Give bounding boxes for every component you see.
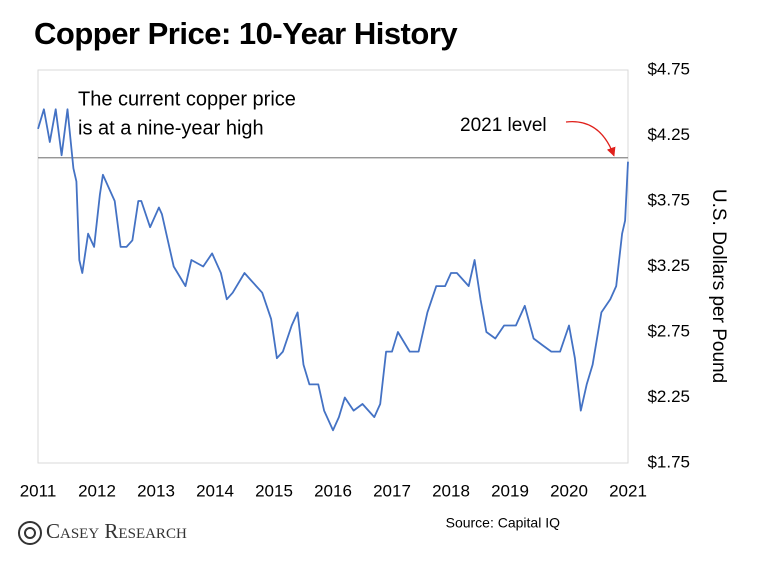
y-tick-label: $3.75: [647, 190, 690, 209]
x-tick-label: 2016: [314, 481, 352, 500]
x-tick-label: 2018: [432, 481, 470, 500]
x-tick-label: 2017: [373, 481, 411, 500]
y-tick-label: $2.25: [647, 387, 690, 406]
x-tick-label: 2014: [196, 481, 234, 500]
y-axis-label: U.S. Dollars per Pound: [708, 189, 729, 383]
y-tick-label: $3.25: [647, 256, 690, 275]
x-tick-label: 2015: [255, 481, 293, 500]
price-line: [37, 108, 629, 432]
annotation: The current copper price: [78, 88, 296, 110]
x-tick-label: 2012: [78, 481, 116, 500]
y-tick-label: $1.75: [647, 452, 690, 471]
x-tick-label: 2020: [550, 481, 588, 500]
x-tick-label: 2011: [20, 481, 57, 500]
y-tick-label: $4.25: [647, 125, 690, 144]
chart-title: Copper Price: 10-Year History: [34, 16, 458, 51]
y-tick-label: $2.75: [647, 321, 690, 340]
x-tick-label: 2021: [609, 481, 647, 500]
y-tick-label: $4.75: [647, 59, 690, 78]
plot-frame: [37, 69, 629, 464]
x-tick-label: 2013: [137, 481, 175, 500]
annotation: is at a nine-year high: [78, 117, 264, 139]
logo: Casey Research: [18, 519, 187, 545]
logo-text: Casey Research: [46, 519, 187, 543]
reference-label: 2021 level: [460, 115, 547, 136]
source: Source: Capital IQ: [446, 515, 560, 531]
arrow: [565, 120, 616, 157]
x-tick-label: 2019: [491, 481, 529, 500]
